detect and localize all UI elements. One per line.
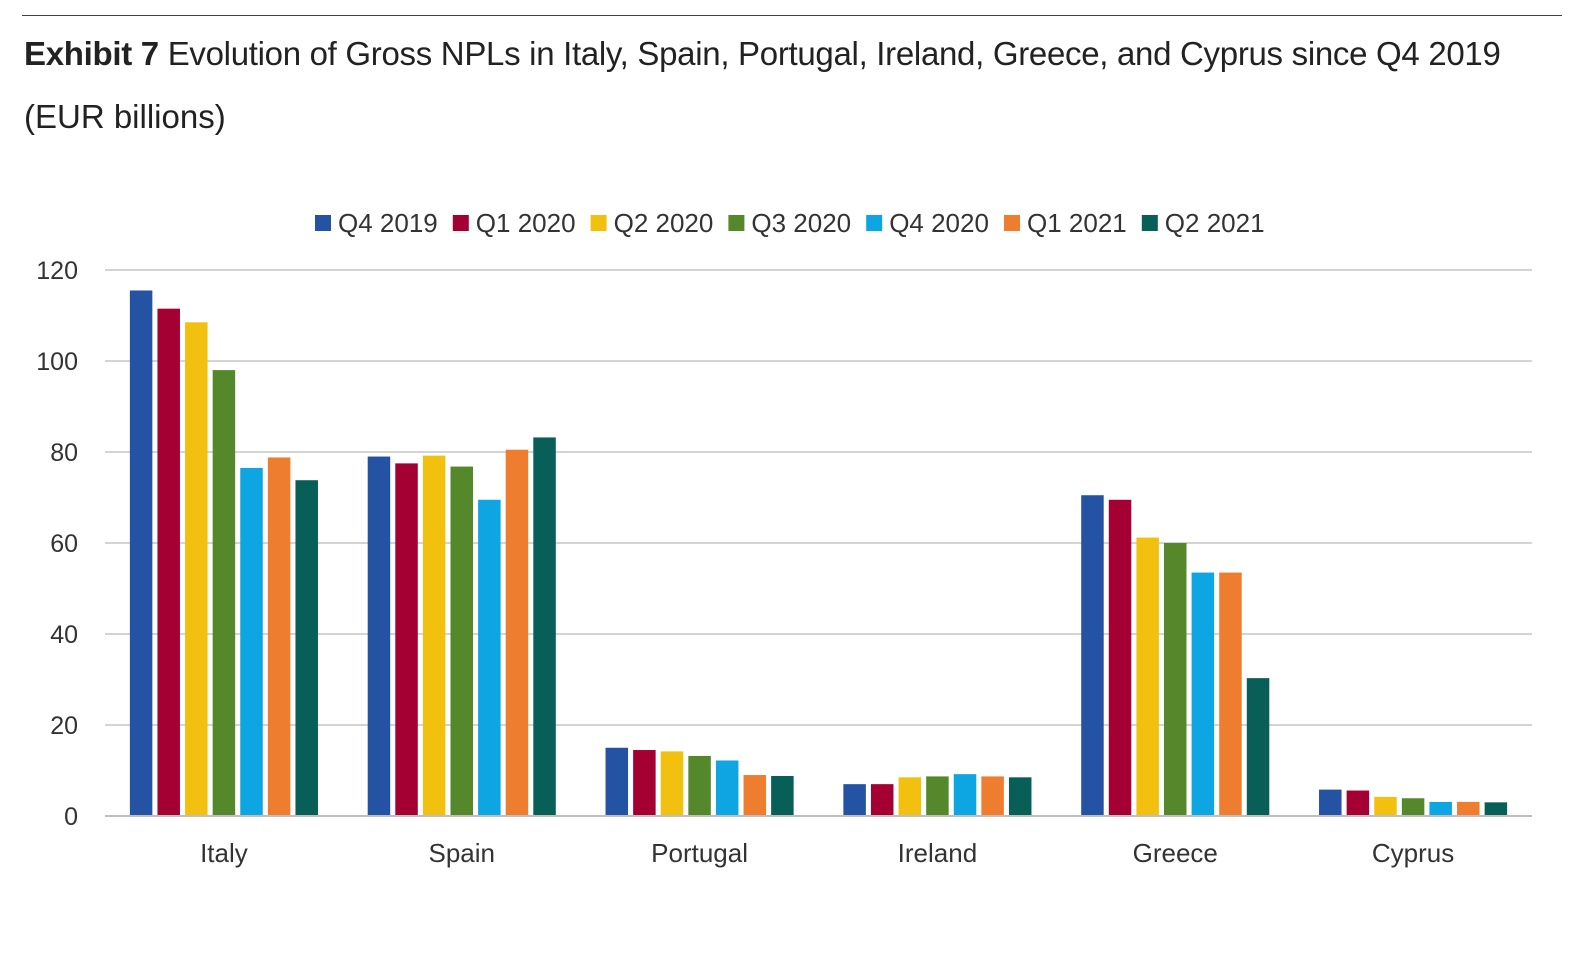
y-tick-label: 0 [64,803,78,831]
bar-spain-q1-2021 [505,449,529,816]
bar-italy-q2-2021 [295,480,318,816]
bar-greece-q3-2020 [1164,543,1187,816]
legend-swatch [866,215,883,231]
exhibit-label: Exhibit 7 [24,35,159,72]
y-tick-label: 100 [36,348,78,376]
legend-label: Q4 2019 [338,208,438,238]
x-tick-label: Italy [200,838,248,868]
bar-portugal-q2-2020 [660,751,684,816]
bar-cyprus-q4-2019 [1319,789,1342,816]
grid-lines [105,269,1532,726]
bar-ireland-q4-2020 [953,774,977,816]
bars [129,290,1508,817]
bar-italy-q1-2020 [157,308,180,816]
bar-greece-q1-2020 [1108,499,1132,816]
title-block: Exhibit 7 Evolution of Gross NPLs in Ita… [24,30,1544,141]
y-tick-label: 20 [50,712,78,740]
bar-spain-q1-2020 [395,463,418,816]
bar-portugal-q1-2020 [633,750,656,816]
bar-portugal-q2-2021 [771,775,794,816]
bar-spain-q2-2021 [533,437,556,816]
y-tick-label: 60 [50,530,78,558]
x-tick-label: Cyprus [1372,838,1454,868]
x-tick-label: Ireland [898,838,978,868]
legend-label: Q2 2020 [614,208,714,238]
bar-italy-q1-2021 [267,457,291,816]
bar-greece-q4-2020 [1191,572,1215,816]
x-axis-labels: Italy Spain Portugal Ireland Greece Cyprus [200,838,1454,868]
legend-label: Q3 2020 [751,208,851,238]
bar-italy-q3-2020 [212,370,236,816]
bar-ireland-q4-2019 [843,784,866,816]
bar-cyprus-q2-2021 [1484,802,1508,816]
bar-portugal-q4-2019 [605,747,629,816]
legend-swatch [1004,215,1020,231]
bar-italy-q2-2020 [185,322,208,816]
top-rule [22,15,1562,16]
y-tick-label: 80 [50,439,78,467]
bar-cyprus-q1-2021 [1457,801,1480,816]
y-tick-label: 40 [50,621,78,649]
legend-label: Q1 2020 [476,208,576,238]
bar-spain-q4-2020 [478,499,501,816]
chart-subtitle: (EUR billions) [24,98,226,135]
y-tick-label: 120 [36,257,78,285]
legend-swatch [1141,215,1158,231]
bar-cyprus-q3-2020 [1401,798,1425,816]
chart-title-text: Evolution of Gross NPLs in Italy, Spain,… [167,35,1501,72]
bar-greece-q2-2021 [1246,678,1270,816]
bar-greece-q4-2019 [1081,495,1104,816]
bar-portugal-q4-2020 [715,760,739,816]
bar-cyprus-q2-2020 [1374,796,1397,816]
x-tick-label: Greece [1133,838,1218,868]
bar-spain-q2-2020 [422,455,446,816]
bar-greece-q1-2021 [1219,572,1242,816]
legend: Q4 2019 Q1 2020 Q2 2020 Q3 2020 Q4 2020 Q1 20… [315,208,1265,238]
bar-greece-q2-2020 [1136,537,1159,816]
x-tick-label: Portugal [651,838,748,868]
legend-swatch [452,215,469,231]
legend-label: Q1 2021 [1027,208,1127,238]
bar-ireland-q2-2020 [898,777,922,816]
bar-ireland-q3-2020 [926,776,949,816]
chart-title: Exhibit 7 Evolution of Gross NPLs in Ita… [24,30,1544,78]
x-tick-label: Spain [429,838,496,868]
bar-portugal-q1-2021 [743,775,767,816]
bar-portugal-q3-2020 [688,755,711,816]
bar-spain-q4-2019 [367,456,391,816]
bar-cyprus-q4-2020 [1429,801,1452,816]
bar-ireland-q1-2021 [981,776,1004,816]
bar-italy-q4-2019 [129,290,153,817]
legend-swatch [315,215,331,231]
legend-label: Q2 2021 [1165,208,1265,238]
bar-spain-q3-2020 [450,466,473,816]
legend-swatch [590,215,607,231]
bar-ireland-q1-2020 [870,784,894,816]
legend-swatch [728,215,745,231]
legend-label: Q4 2020 [889,208,989,238]
bar-cyprus-q1-2020 [1346,790,1370,816]
bar-ireland-q2-2021 [1008,777,1032,816]
y-axis-ticks: 0 20 40 60 80 100 120 [36,257,78,831]
bar-italy-q4-2020 [240,467,263,816]
